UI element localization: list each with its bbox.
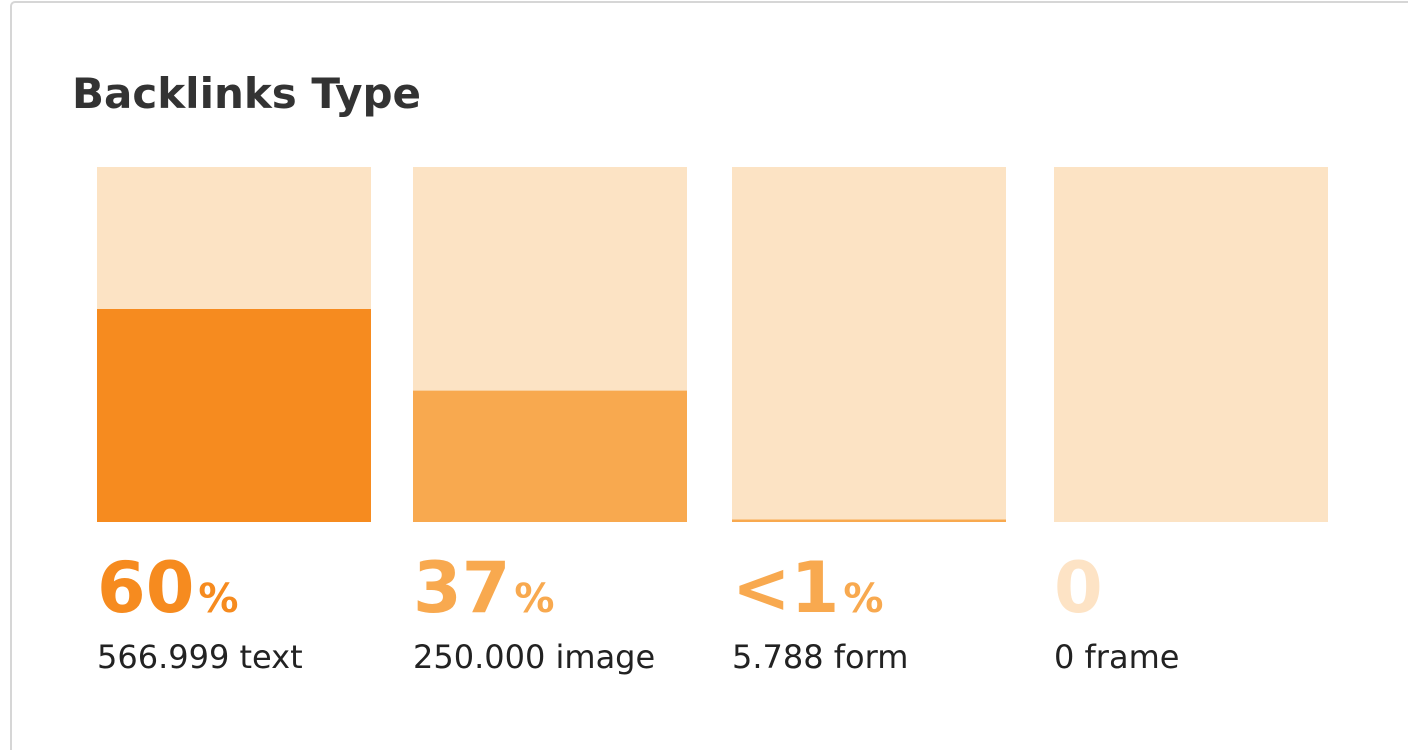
value-label: 0 [1054, 547, 1103, 629]
bar [732, 519, 1006, 522]
bar-track [1054, 167, 1328, 522]
category-label: 5.788 form [732, 638, 908, 676]
category-label: 0 frame [1054, 638, 1179, 676]
bar [413, 390, 687, 522]
value-label: 37% [413, 547, 555, 629]
value-label: 60% [97, 547, 239, 629]
category-label: 566.999 text [97, 638, 303, 676]
value-label: <1% [732, 547, 883, 629]
widget-title: Backlinks Type [72, 69, 421, 118]
bar-track [732, 167, 1006, 522]
bar [97, 309, 371, 522]
category-label: 250.000 image [413, 638, 655, 676]
